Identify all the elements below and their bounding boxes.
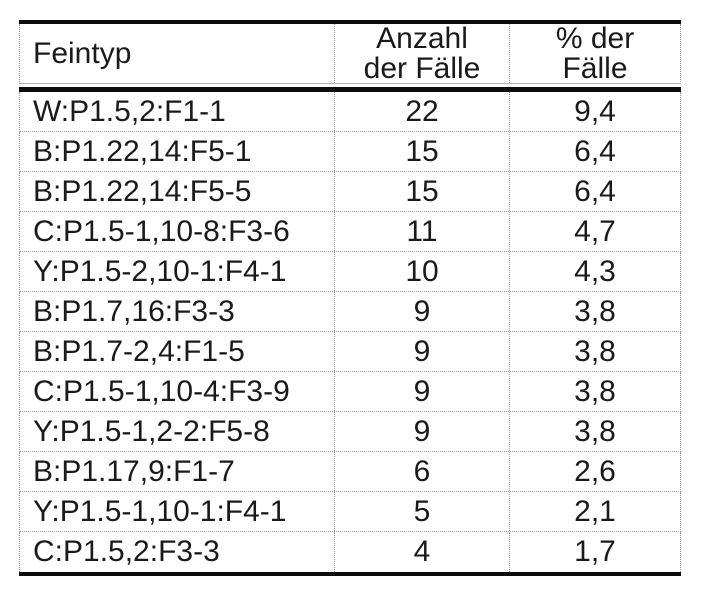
cell-prozent: 3,8	[509, 372, 680, 411]
table-header-row: Feintyp Anzahl der Fälle % der Fälle	[19, 21, 681, 85]
header-divider-rule	[19, 87, 681, 92]
table-row: B:P1.7,16:F3-3 9 3,8	[19, 292, 681, 332]
cell-prozent: 6,4	[509, 172, 680, 211]
feintyp-frequency-table: Feintyp Anzahl der Fälle % der Fälle W:P…	[19, 20, 681, 576]
cell-anzahl: 6	[334, 452, 509, 491]
cell-feintyp: B:P1.7-2,4:F1-5	[33, 334, 245, 368]
cell-anzahl: 10	[334, 252, 509, 291]
cell-anzahl: 9	[334, 372, 509, 411]
cell-feintyp: B:P1.22,14:F5-5	[33, 174, 252, 208]
cell-anzahl: 9	[334, 332, 509, 371]
cell-feintyp: Y:P1.5-1,2-2:F5-8	[33, 414, 270, 448]
header-label-line1: Anzahl	[376, 21, 468, 55]
header-label-line2: Fälle	[562, 51, 628, 85]
cell-anzahl: 22	[334, 92, 509, 131]
cell-anzahl: 11	[334, 212, 509, 251]
cell-prozent: 6,4	[509, 132, 680, 171]
table-row: C:P1.5,2:F3-3 4 1,7	[19, 532, 681, 572]
table-row: B:P1.22,14:F5-5 15 6,4	[19, 172, 681, 212]
header-label-line2: der Fälle	[363, 51, 481, 85]
cell-feintyp: Y:P1.5-1,10-1:F4-1	[33, 494, 287, 528]
table-bottom-rule	[19, 572, 681, 576]
cell-feintyp: C:P1.5-1,10-8:F3-6	[33, 214, 290, 248]
cell-feintyp: W:P1.5,2:F1-1	[33, 94, 226, 128]
cell-anzahl: 9	[334, 292, 509, 331]
cell-prozent: 3,8	[509, 292, 680, 331]
cell-prozent: 2,6	[509, 452, 680, 491]
table-row: Y:P1.5-1,10-1:F4-1 5 2,1	[19, 492, 681, 532]
cell-prozent: 1,7	[509, 532, 680, 572]
cell-feintyp: B:P1.7,16:F3-3	[33, 294, 235, 328]
table-body: W:P1.5,2:F1-1 22 9,4 B:P1.22,14:F5-1 15 …	[19, 92, 681, 572]
table-row: B:P1.17,9:F1-7 6 2,6	[19, 452, 681, 492]
cell-feintyp: B:P1.17,9:F1-7	[33, 454, 235, 488]
cell-anzahl: 9	[334, 412, 509, 451]
column-header-feintyp: Feintyp	[20, 24, 334, 83]
column-header-prozent-der-faelle: % der Fälle	[509, 21, 680, 85]
table-top-rule	[19, 20, 681, 24]
cell-prozent: 3,8	[509, 412, 680, 451]
table-row: C:P1.5-1,10-8:F3-6 11 4,7	[19, 212, 681, 252]
table-row: W:P1.5,2:F1-1 22 9,4	[19, 92, 681, 132]
cell-feintyp: C:P1.5-1,10-4:F3-9	[33, 374, 290, 408]
cell-prozent: 4,7	[509, 212, 680, 251]
table-row: C:P1.5-1,10-4:F3-9 9 3,8	[19, 372, 681, 412]
cell-anzahl: 4	[334, 532, 509, 572]
table-row: B:P1.7-2,4:F1-5 9 3,8	[19, 332, 681, 372]
header-label: Feintyp	[33, 36, 132, 70]
table-row: B:P1.22,14:F5-1 15 6,4	[19, 132, 681, 172]
cell-anzahl: 5	[334, 492, 509, 531]
cell-feintyp: Y:P1.5-2,10-1:F4-1	[33, 254, 287, 288]
cell-anzahl: 15	[334, 172, 509, 211]
table-row: Y:P1.5-1,2-2:F5-8 9 3,8	[19, 412, 681, 452]
cell-feintyp: B:P1.22,14:F5-1	[33, 134, 252, 168]
column-header-anzahl-der-faelle: Anzahl der Fälle	[334, 21, 509, 85]
cell-feintyp: C:P1.5,2:F3-3	[33, 535, 220, 568]
cell-prozent: 4,3	[509, 252, 680, 291]
header-label-line1: % der	[555, 21, 635, 55]
cell-prozent: 2,1	[509, 492, 680, 531]
cell-anzahl: 15	[334, 132, 509, 171]
cell-prozent: 3,8	[509, 332, 680, 371]
table-row: Y:P1.5-2,10-1:F4-1 10 4,3	[19, 252, 681, 292]
cell-prozent: 9,4	[509, 92, 680, 131]
